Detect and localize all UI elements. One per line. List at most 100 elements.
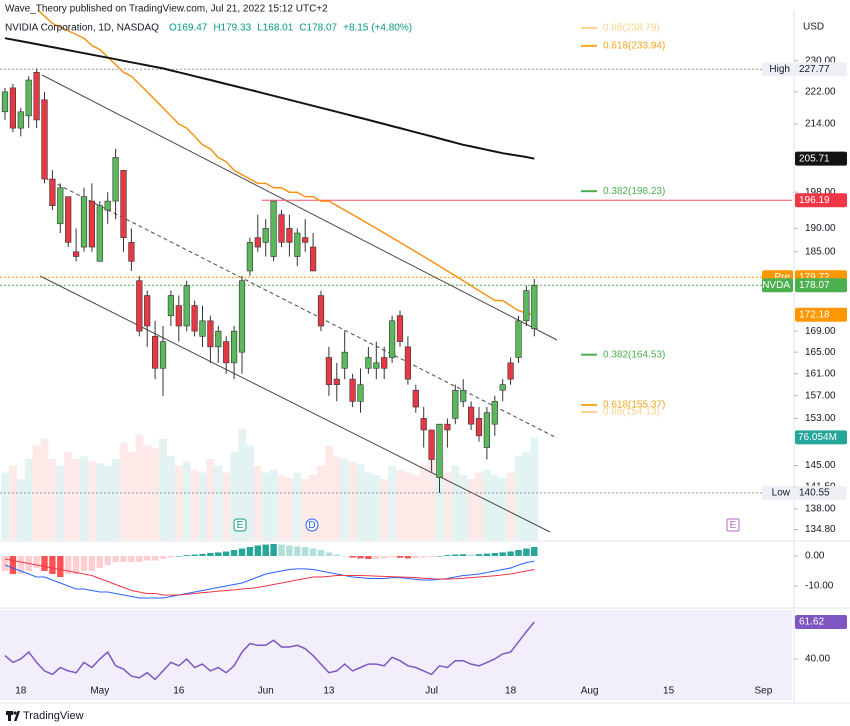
y-tick-label: 190.00 [805, 223, 836, 234]
volume-bar [190, 469, 199, 540]
ma-layer [4, 10, 535, 316]
candle-body [207, 320, 214, 348]
price-badge [795, 485, 847, 500]
volume-bar [151, 448, 160, 540]
macd-histogram-bar [373, 556, 380, 560]
publisher: Wave_Theory published on TradingView.com… [5, 4, 328, 15]
macd-histogram-bar [9, 556, 17, 574]
x-tick-label: 15 [663, 686, 675, 697]
macd-histogram-bar [436, 556, 443, 557]
x-tick-label: 18 [15, 686, 27, 697]
signal-line [4, 558, 535, 596]
candle-body [420, 418, 427, 431]
macd-histogram-bar [317, 550, 325, 557]
price-badge-name: NVDA [762, 280, 790, 291]
macd-tick-label: -10.00 [805, 581, 834, 592]
channel-middle [44, 177, 556, 438]
macd-histogram-bar [175, 556, 182, 557]
candle-body [183, 285, 190, 327]
candle-body [365, 357, 372, 369]
candle-body [531, 284, 538, 330]
macd-histogram-bar [215, 552, 222, 557]
macd-histogram-bar [159, 556, 167, 560]
brand-logo [6, 711, 20, 721]
moving-average [36, 10, 535, 316]
macd-histogram-bar [507, 551, 514, 557]
channel-upper [41, 74, 558, 341]
price-badge-name-box [762, 485, 793, 500]
volume-bar [293, 472, 302, 540]
candle-body [523, 290, 530, 322]
x-tick-label: Jun [258, 686, 274, 697]
macd-histogram-bar [420, 556, 427, 558]
candle-body [460, 389, 467, 402]
x-tick-label: Sep [755, 686, 773, 697]
label-layer: O169.47 H179.33 L168.01 C178.07 +8.15 (+4.80… [15, 22, 847, 697]
candle-body [88, 200, 95, 248]
candle-body [396, 315, 404, 342]
indicator-layer [1, 544, 538, 681]
volume-bar [1, 472, 10, 540]
volume-bar [530, 437, 539, 540]
macd-histogram-bar [144, 556, 151, 561]
macd-histogram-bar [199, 553, 206, 557]
macd-histogram-bar [341, 556, 348, 557]
candle-body [231, 330, 238, 364]
y-tick-label: 138.00 [805, 504, 836, 515]
volume-label: 76.054M [798, 432, 837, 443]
macd-histogram-bar [80, 556, 88, 572]
volume-bar [467, 479, 476, 540]
volume-bar [238, 429, 246, 540]
volume-bar [24, 459, 33, 540]
price-badge-label: 205.71 [799, 153, 830, 164]
candle-body [215, 330, 222, 348]
candle-body [412, 389, 419, 408]
candle-body [436, 423, 443, 479]
candle-body [65, 196, 72, 243]
candle-body [278, 214, 285, 243]
candle-body [444, 423, 451, 431]
event-marker[interactable] [233, 518, 247, 532]
ohlc-legend: +8.15 (+4.80%) [343, 23, 412, 34]
volume-bar [404, 472, 412, 540]
volume-bar [277, 475, 286, 540]
x-tick-label: Jul [425, 686, 438, 697]
volume-bar [451, 465, 460, 540]
logo-part [13, 711, 17, 715]
macd-histogram-bar [112, 556, 119, 563]
candle-body [136, 280, 143, 332]
macd-histogram-bar [388, 556, 396, 558]
macd-histogram-bar [17, 556, 24, 574]
macd-histogram-bar [428, 556, 435, 557]
y-tick-label: 169.00 [805, 326, 836, 337]
candle-body [199, 320, 206, 337]
macd-histogram-bar [286, 545, 293, 557]
macd-histogram-bar [246, 547, 254, 557]
volume-bar [269, 469, 278, 540]
y-tick-label: 161.00 [805, 368, 836, 379]
volume-bar [364, 472, 373, 540]
event-marker[interactable] [305, 518, 319, 532]
macd-histogram-bar [515, 550, 522, 557]
logo-part [8, 713, 11, 721]
macd-histogram-bar [475, 554, 483, 557]
candle-body [152, 336, 159, 369]
y-tick-label: 222.00 [805, 86, 836, 97]
macd-histogram-bar [254, 545, 261, 557]
ohlc-legend: C178.07 [299, 23, 337, 34]
fib-label: 0.382(198.23) [603, 186, 665, 197]
macd-histogram-bar [309, 548, 317, 557]
macd-histogram-bar [230, 550, 238, 557]
macd-histogram-bar [96, 556, 103, 569]
fib-label: 0.65(154.13) [603, 407, 660, 418]
macd-histogram-bar [223, 551, 230, 557]
rsi-badge-label: 61.62 [799, 617, 824, 628]
event-marker[interactable] [726, 518, 740, 532]
y-tick-label: 165.00 [805, 347, 836, 358]
volume-bar [111, 459, 120, 540]
volume-bar [356, 464, 365, 540]
candle-body [404, 346, 412, 380]
y-tick-label: 198.00 [805, 187, 836, 198]
macd-histogram-bar [136, 556, 143, 563]
